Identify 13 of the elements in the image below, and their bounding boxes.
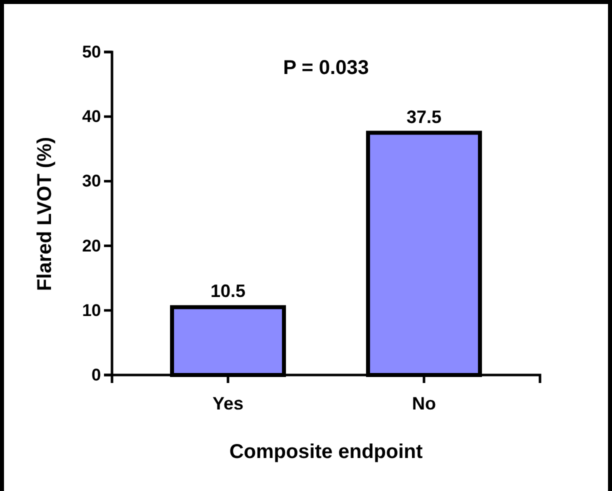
y-tick-label: 50 — [82, 42, 101, 62]
annotation: P = 0.033 — [283, 57, 369, 79]
data-label: 37.5 — [406, 106, 442, 127]
y-tick-label: 40 — [82, 107, 101, 126]
y-axis-title: Flared LVOT (%) — [34, 136, 56, 292]
y-tick-label: 20 — [82, 236, 101, 256]
y-tick-label: 0 — [92, 365, 101, 384]
y-tick-label: 30 — [82, 172, 101, 191]
x-tick-label: No — [412, 393, 436, 414]
data-label: 10.5 — [210, 281, 246, 302]
x-tick-label: Yes — [212, 393, 244, 414]
x-axis-title: Composite endpoint — [229, 441, 423, 463]
y-tick-label: 10 — [82, 300, 101, 320]
